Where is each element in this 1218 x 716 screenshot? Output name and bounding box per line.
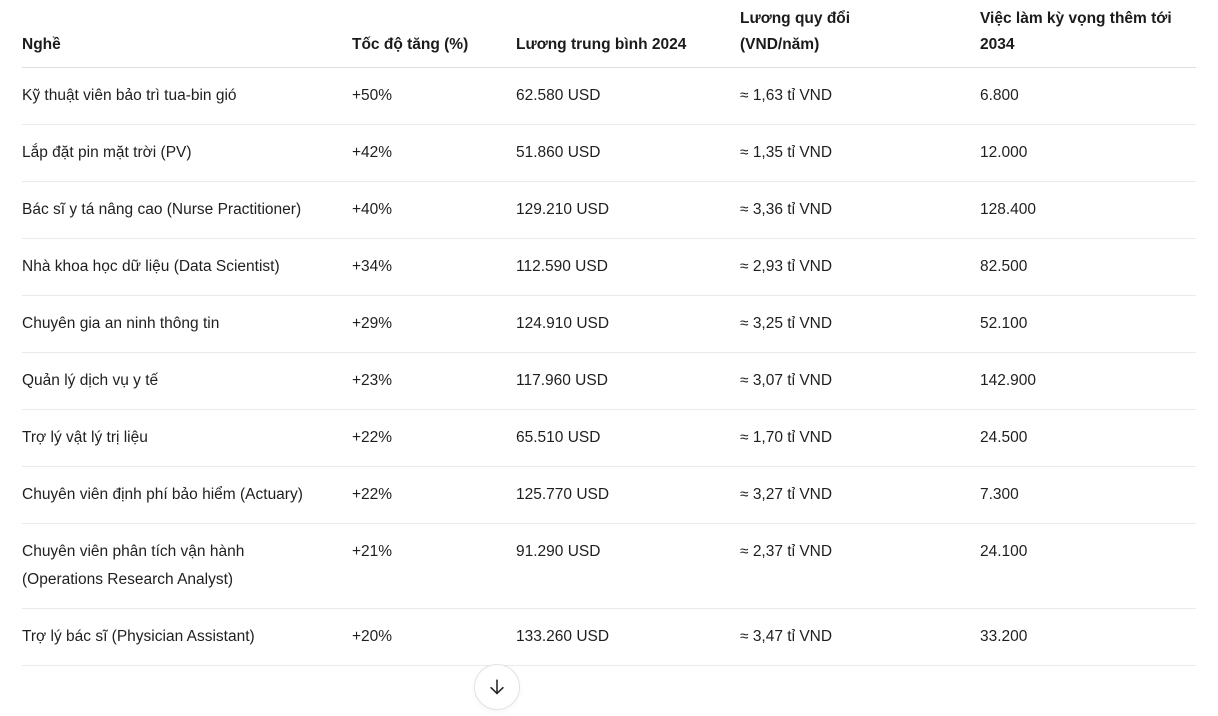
down-arrow-icon bbox=[486, 676, 508, 698]
salary-vnd-cell: ≈ 3,25 tỉ VND bbox=[740, 295, 980, 353]
salary-usd-cell: 112.590 USD bbox=[516, 238, 740, 296]
jobs-table: Nghề Tốc độ tăng (%) Lương trung bình 20… bbox=[22, 0, 1196, 666]
growth-cell: +21% bbox=[352, 523, 516, 609]
growth-cell: +40% bbox=[352, 181, 516, 239]
table-row: Kỹ thuật viên bảo trì tua-bin gió +50% 6… bbox=[22, 67, 1196, 125]
salary-usd-cell: 124.910 USD bbox=[516, 295, 740, 353]
column-header-job: Nghề bbox=[22, 0, 352, 68]
expected-jobs-cell: 33.200 bbox=[980, 608, 1196, 666]
table-row: Bác sĩ y tá nâng cao (Nurse Practitioner… bbox=[22, 181, 1196, 239]
table-row: Lắp đặt pin mặt trời (PV) +42% 51.860 US… bbox=[22, 124, 1196, 182]
table-header-row: Nghề Tốc độ tăng (%) Lương trung bình 20… bbox=[22, 0, 1196, 68]
column-header-salary-2024: Lương trung bình 2024 bbox=[516, 0, 740, 68]
scroll-to-bottom-button[interactable] bbox=[474, 664, 520, 710]
expected-jobs-cell: 24.100 bbox=[980, 523, 1196, 609]
job-cell: Chuyên viên phân tích vận hành (Operatio… bbox=[22, 523, 352, 609]
column-header-expected-jobs: Việc làm kỳ vọng thêm tới 2034 bbox=[980, 0, 1196, 68]
salary-vnd-cell: ≈ 1,35 tỉ VND bbox=[740, 124, 980, 182]
salary-usd-cell: 125.770 USD bbox=[516, 466, 740, 524]
salary-usd-cell: 65.510 USD bbox=[516, 409, 740, 467]
growth-cell: +22% bbox=[352, 466, 516, 524]
job-cell: Nhà khoa học dữ liệu (Data Scientist) bbox=[22, 238, 352, 296]
salary-vnd-cell: ≈ 3,47 tỉ VND bbox=[740, 608, 980, 666]
expected-jobs-cell: 142.900 bbox=[980, 352, 1196, 410]
growth-cell: +34% bbox=[352, 238, 516, 296]
table-row: Nhà khoa học dữ liệu (Data Scientist) +3… bbox=[22, 238, 1196, 296]
growth-cell: +23% bbox=[352, 352, 516, 410]
salary-vnd-cell: ≈ 2,37 tỉ VND bbox=[740, 523, 980, 609]
table-body: Kỹ thuật viên bảo trì tua-bin gió +50% 6… bbox=[22, 67, 1196, 666]
salary-vnd-cell: ≈ 3,07 tỉ VND bbox=[740, 352, 980, 410]
table-row: Quản lý dịch vụ y tế +23% 117.960 USD ≈ … bbox=[22, 352, 1196, 410]
column-header-growth: Tốc độ tăng (%) bbox=[352, 0, 516, 68]
salary-usd-cell: 129.210 USD bbox=[516, 181, 740, 239]
table-row: Chuyên viên phân tích vận hành (Operatio… bbox=[22, 523, 1196, 609]
expected-jobs-cell: 12.000 bbox=[980, 124, 1196, 182]
expected-jobs-cell: 52.100 bbox=[980, 295, 1196, 353]
job-cell: Quản lý dịch vụ y tế bbox=[22, 352, 352, 410]
salary-usd-cell: 133.260 USD bbox=[516, 608, 740, 666]
job-cell: Lắp đặt pin mặt trời (PV) bbox=[22, 124, 352, 182]
job-cell: Chuyên viên định phí bảo hiểm (Actuary) bbox=[22, 466, 352, 524]
expected-jobs-cell: 7.300 bbox=[980, 466, 1196, 524]
table-row: Chuyên viên định phí bảo hiểm (Actuary) … bbox=[22, 466, 1196, 524]
job-cell: Chuyên gia an ninh thông tin bbox=[22, 295, 352, 353]
salary-vnd-cell: ≈ 3,27 tỉ VND bbox=[740, 466, 980, 524]
expected-jobs-cell: 24.500 bbox=[980, 409, 1196, 467]
job-cell: Kỹ thuật viên bảo trì tua-bin gió bbox=[22, 67, 352, 125]
column-header-salary-vnd: Lương quy đổi (VND/năm) bbox=[740, 0, 980, 68]
salary-vnd-cell: ≈ 3,36 tỉ VND bbox=[740, 181, 980, 239]
salary-usd-cell: 62.580 USD bbox=[516, 67, 740, 125]
job-cell: Trợ lý vật lý trị liệu bbox=[22, 409, 352, 467]
salary-vnd-cell: ≈ 2,93 tỉ VND bbox=[740, 238, 980, 296]
expected-jobs-cell: 128.400 bbox=[980, 181, 1196, 239]
salary-usd-cell: 51.860 USD bbox=[516, 124, 740, 182]
table-row: Trợ lý bác sĩ (Physician Assistant) +20%… bbox=[22, 608, 1196, 666]
salary-usd-cell: 91.290 USD bbox=[516, 523, 740, 609]
expected-jobs-cell: 6.800 bbox=[980, 67, 1196, 125]
table-row: Trợ lý vật lý trị liệu +22% 65.510 USD ≈… bbox=[22, 409, 1196, 467]
table-row: Chuyên gia an ninh thông tin +29% 124.91… bbox=[22, 295, 1196, 353]
jobs-table-container: Nghề Tốc độ tăng (%) Lương trung bình 20… bbox=[22, 0, 1196, 666]
expected-jobs-cell: 82.500 bbox=[980, 238, 1196, 296]
growth-cell: +29% bbox=[352, 295, 516, 353]
growth-cell: +50% bbox=[352, 67, 516, 125]
growth-cell: +22% bbox=[352, 409, 516, 467]
growth-cell: +20% bbox=[352, 608, 516, 666]
job-cell: Trợ lý bác sĩ (Physician Assistant) bbox=[22, 608, 352, 666]
salary-vnd-cell: ≈ 1,70 tỉ VND bbox=[740, 409, 980, 467]
job-cell: Bác sĩ y tá nâng cao (Nurse Practitioner… bbox=[22, 181, 352, 239]
salary-usd-cell: 117.960 USD bbox=[516, 352, 740, 410]
salary-vnd-cell: ≈ 1,63 tỉ VND bbox=[740, 67, 980, 125]
growth-cell: +42% bbox=[352, 124, 516, 182]
